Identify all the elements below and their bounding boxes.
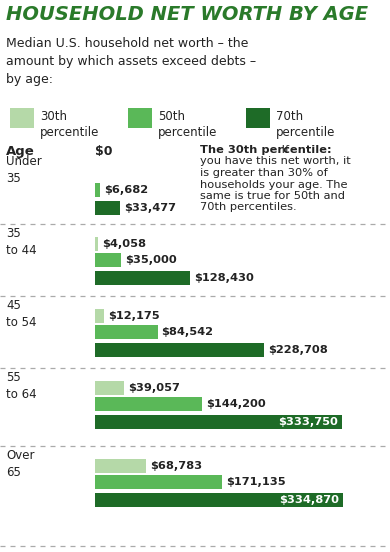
Bar (95, 237, 98, 251)
Text: you have this net worth, it: you have this net worth, it (200, 157, 351, 167)
Text: $228,708: $228,708 (268, 345, 328, 355)
Text: is greater than 30% of: is greater than 30% of (200, 168, 328, 178)
Text: 55
to 64: 55 to 64 (6, 371, 37, 401)
Text: $144,200: $144,200 (206, 399, 266, 409)
Text: $39,057: $39,057 (128, 383, 180, 393)
Bar (95, 201, 120, 215)
Text: $33,477: $33,477 (124, 203, 176, 213)
Text: $4,058: $4,058 (102, 239, 146, 249)
Bar (95, 475, 222, 489)
Bar (95, 325, 158, 339)
Bar (95, 271, 190, 285)
Text: households your age. The: households your age. The (200, 179, 347, 189)
Text: 70th
percentile: 70th percentile (276, 110, 335, 139)
Text: HOUSEHOLD NET WORTH BY AGE: HOUSEHOLD NET WORTH BY AGE (6, 5, 368, 24)
Text: $334,870: $334,870 (279, 495, 339, 505)
Text: Under
35: Under 35 (6, 155, 42, 184)
Bar (95, 415, 342, 429)
Bar (95, 397, 202, 411)
Text: $35,000: $35,000 (125, 255, 177, 265)
Text: If: If (278, 145, 289, 155)
Text: Median U.S. household net worth – the
amount by which assets exceed debts –
by a: Median U.S. household net worth – the am… (6, 37, 256, 86)
Text: $6,682: $6,682 (104, 185, 148, 195)
Text: $0: $0 (95, 145, 112, 158)
Text: same is true for 50th and: same is true for 50th and (200, 191, 345, 201)
Bar (95, 343, 264, 357)
Bar (246, 108, 270, 128)
Text: $12,175: $12,175 (108, 311, 160, 321)
Bar (10, 108, 34, 128)
Text: Over
65: Over 65 (6, 449, 34, 479)
Bar (95, 253, 121, 267)
Bar (95, 183, 100, 197)
Bar (95, 459, 146, 473)
Text: $84,542: $84,542 (161, 327, 214, 337)
Text: $333,750: $333,750 (278, 417, 338, 427)
Bar (0, 0, 390, 32)
Text: 35
to 44: 35 to 44 (6, 227, 37, 257)
Text: 50th
percentile: 50th percentile (158, 110, 217, 139)
Bar (95, 493, 343, 507)
Text: 70th percentiles.: 70th percentiles. (200, 203, 297, 213)
Text: Age: Age (6, 145, 35, 158)
Bar (95, 309, 104, 323)
Text: $171,135: $171,135 (226, 477, 285, 487)
Bar (95, 381, 124, 395)
Bar (128, 108, 152, 128)
Text: 30th
percentile: 30th percentile (40, 110, 99, 139)
Text: 45
to 54: 45 to 54 (6, 299, 37, 328)
Text: The 30th percentile:: The 30th percentile: (200, 145, 332, 155)
Text: $128,430: $128,430 (194, 273, 254, 283)
Text: $68,783: $68,783 (150, 461, 202, 471)
